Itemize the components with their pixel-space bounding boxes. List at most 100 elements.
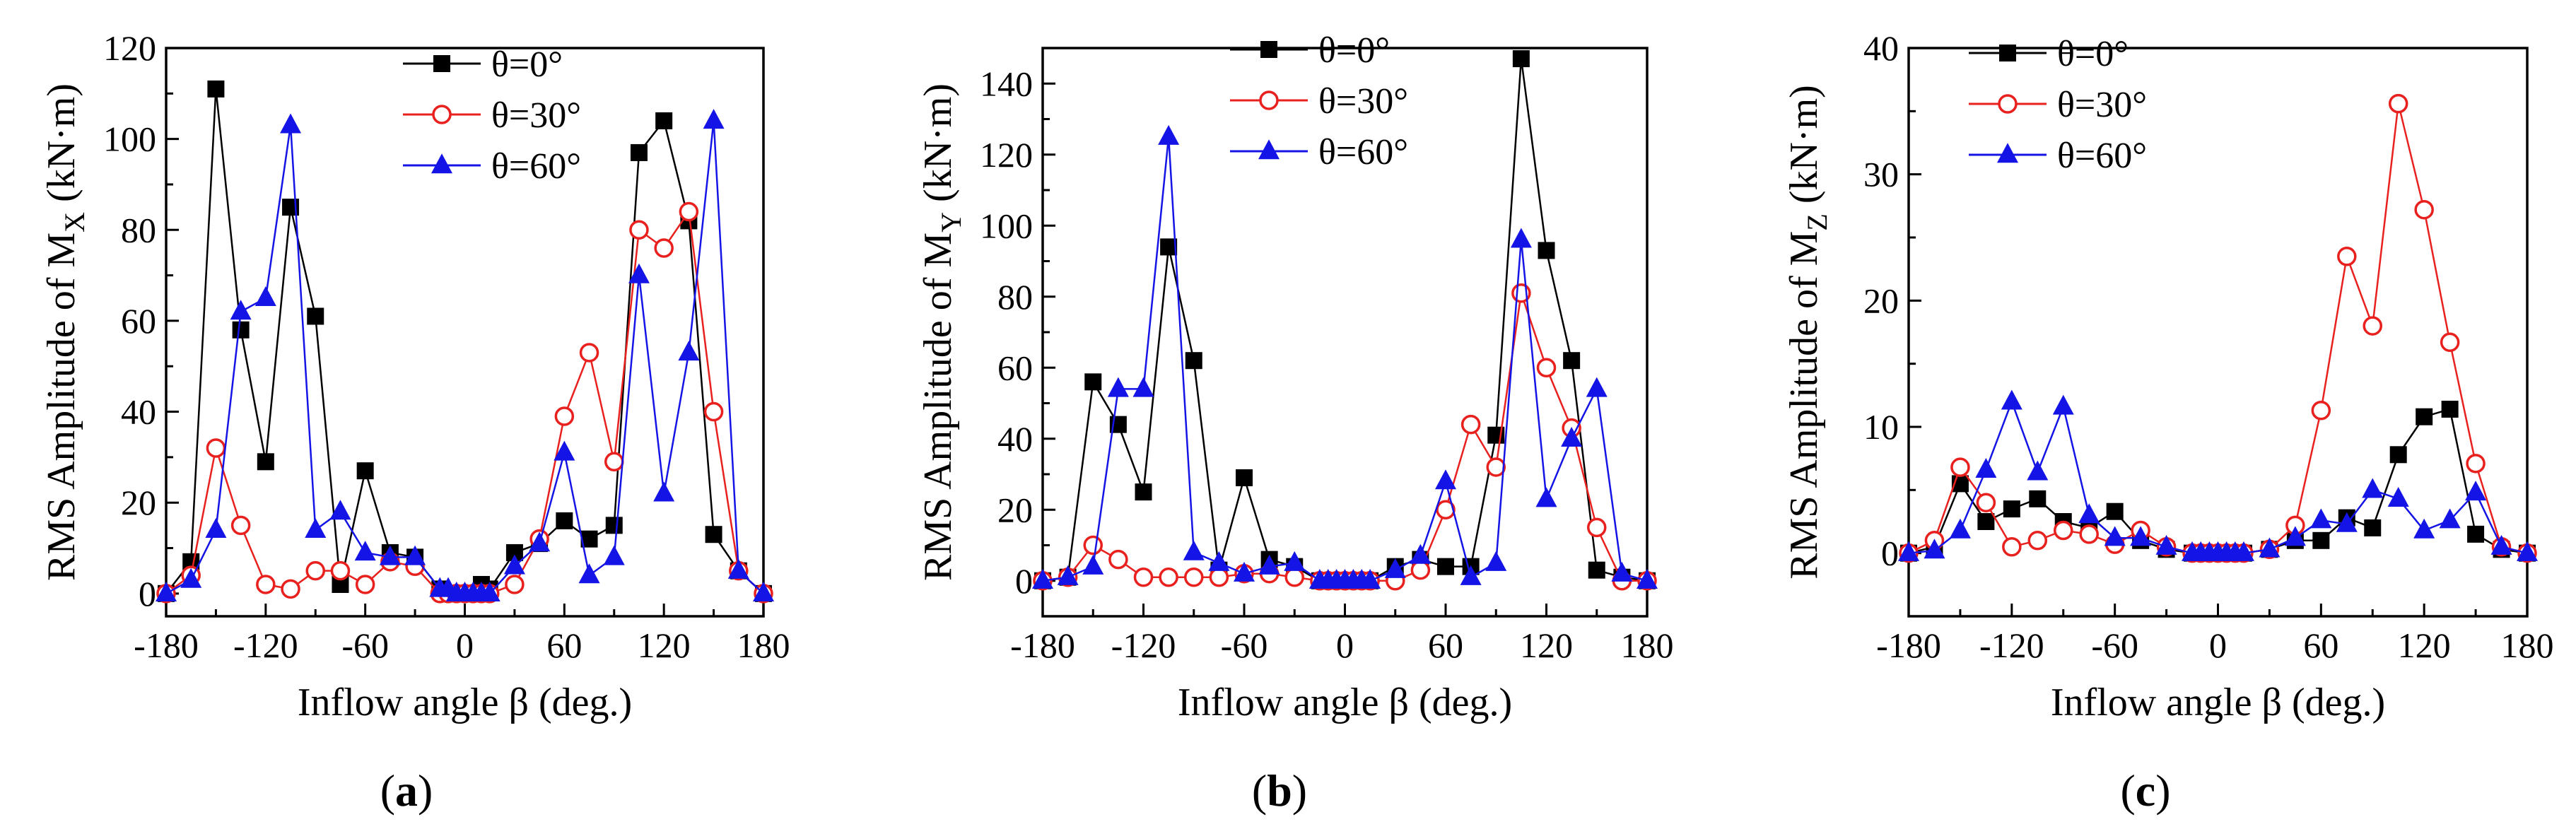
y-tick-label: 40 xyxy=(997,419,1033,459)
y-tick-label: 40 xyxy=(1863,28,1899,68)
panel-label: (b) xyxy=(1252,765,1307,816)
data-point-circle xyxy=(604,452,624,472)
x-tick-label: -60 xyxy=(341,625,389,665)
data-point-triangle xyxy=(628,263,650,283)
y-axis: 0 20 40 60 80 100 120 xyxy=(103,28,179,613)
y-tick-label: 60 xyxy=(121,301,156,341)
legend-item: θ=0° xyxy=(1230,30,1390,71)
x-axis-title: Inflow angle β (deg.) xyxy=(2051,681,2385,724)
data-point-square xyxy=(307,307,324,325)
data-point-triangle xyxy=(1485,551,1507,571)
x-tick-label: -60 xyxy=(1221,625,1268,665)
x-tick-label: 180 xyxy=(737,625,790,665)
x-tick-label: 120 xyxy=(638,625,691,665)
data-point-triangle xyxy=(156,582,177,602)
series-3 xyxy=(1032,124,1658,589)
data-point-triangle xyxy=(2052,394,2074,415)
data-point-triangle xyxy=(1435,469,1456,490)
data-point-triangle xyxy=(1284,551,1306,571)
data-point-triangle xyxy=(1258,139,1280,160)
series-3 xyxy=(156,109,774,602)
legend-item: θ=60° xyxy=(403,146,581,187)
data-point-square xyxy=(1437,558,1454,575)
data-point-triangle xyxy=(1637,568,1658,589)
legend-label: θ=0° xyxy=(1318,30,1390,71)
data-point-triangle xyxy=(2259,537,2281,558)
x-tick-label: 120 xyxy=(1520,625,1573,665)
data-point-triangle xyxy=(727,558,749,579)
legend-label: θ=60° xyxy=(2057,136,2147,176)
legend-item: θ=0° xyxy=(1969,34,2129,74)
data-point-triangle xyxy=(254,286,276,306)
data-point-square xyxy=(2106,502,2124,520)
data-point-circle xyxy=(2440,332,2460,353)
chart-panel-b: -180 -120 -60 0 60 120 180 0 20 40 60 80 100 120 140 In… xyxy=(916,30,1674,816)
data-point-triangle xyxy=(280,113,302,134)
data-point-circle xyxy=(432,105,452,124)
data-point-circle xyxy=(1410,560,1431,580)
data-point-triangle xyxy=(404,545,426,565)
data-point-triangle xyxy=(1561,426,1583,447)
x-tick-label: -120 xyxy=(233,625,298,665)
data-point-triangle xyxy=(2310,508,2332,529)
data-point-triangle xyxy=(1132,377,1154,397)
data-point-triangle xyxy=(1410,543,1432,564)
data-point-square xyxy=(655,112,673,129)
y-tick-label: 20 xyxy=(997,490,1033,529)
data-point-circle xyxy=(1998,94,2018,114)
y-tick-label: 120 xyxy=(103,28,156,68)
data-point-triangle xyxy=(703,109,725,129)
panel-label-open: ( xyxy=(2120,765,2135,816)
x-tick-label: -120 xyxy=(1979,625,2044,665)
data-point-circle xyxy=(554,406,575,426)
data-point-circle xyxy=(2054,520,2073,541)
data-point-square xyxy=(1512,50,1530,68)
panel-label-letter: b xyxy=(1267,765,1292,816)
data-point-triangle xyxy=(1898,541,1919,561)
legend-item: θ=0° xyxy=(403,45,563,85)
panel-label-close: ) xyxy=(2155,765,2170,816)
legend-item: θ=30° xyxy=(403,95,581,136)
legend-label: θ=30° xyxy=(2057,85,2147,125)
data-point-circle xyxy=(256,575,276,594)
series-line xyxy=(1042,136,1648,582)
data-point-circle xyxy=(2311,401,2331,421)
data-point-square xyxy=(1084,373,1102,391)
data-point-triangle xyxy=(379,545,401,565)
data-point-triangle xyxy=(1057,565,1079,585)
data-point-square xyxy=(2389,446,2407,464)
y-tick-label: 100 xyxy=(103,119,156,159)
x-axis: -180 -120 -60 0 60 120 180 xyxy=(1876,604,2554,665)
y-tick-label: 80 xyxy=(997,277,1033,317)
x-tick-label: 120 xyxy=(2398,625,2451,665)
data-point-square xyxy=(1563,352,1581,370)
data-point-circle xyxy=(1436,500,1456,519)
data-point-circle xyxy=(1486,457,1506,477)
data-point-triangle xyxy=(1510,228,1532,248)
data-point-triangle xyxy=(1949,518,1971,539)
y-tick-label: 140 xyxy=(980,64,1033,103)
x-tick-label: -120 xyxy=(1111,625,1176,665)
data-point-square xyxy=(1588,561,1605,579)
data-point-square xyxy=(1260,41,1277,58)
x-tick-label: 60 xyxy=(546,625,582,665)
y-axis-title-subscript: Z xyxy=(1801,213,1833,230)
series-line xyxy=(1042,293,1647,582)
y-tick-label: 100 xyxy=(980,206,1033,245)
y-tick-label: 40 xyxy=(121,392,156,432)
data-point-triangle xyxy=(2517,541,2538,561)
x-tick-label: -180 xyxy=(1010,625,1075,665)
series-1 xyxy=(1900,400,2536,562)
series-2 xyxy=(1033,283,1657,591)
x-tick-label: 60 xyxy=(1428,625,1463,665)
panel-label-open: ( xyxy=(380,765,395,816)
chart-panel-a: -180 -120 -60 0 60 120 180020406080100120Inflo… xyxy=(40,28,790,816)
data-point-circle xyxy=(281,579,300,599)
data-point-triangle xyxy=(431,153,452,174)
data-point-triangle xyxy=(2413,518,2435,539)
legend-item: θ=60° xyxy=(1969,136,2147,176)
y-tick-label: 80 xyxy=(121,210,156,249)
data-point-triangle xyxy=(479,582,500,602)
y-tick-label: 0 xyxy=(1015,561,1033,601)
y-tick-label: 120 xyxy=(980,135,1033,175)
